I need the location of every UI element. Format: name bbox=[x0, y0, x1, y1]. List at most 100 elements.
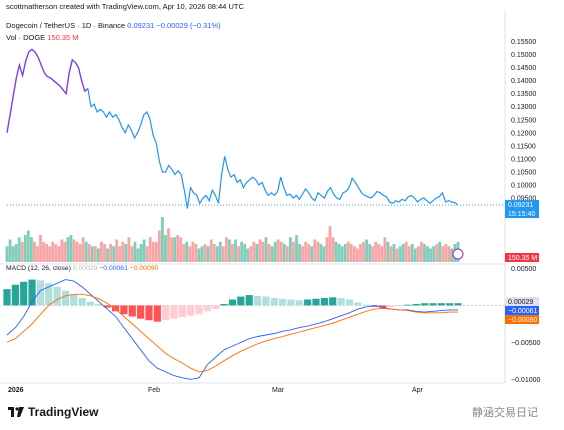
macd-histogram-bar bbox=[137, 305, 145, 319]
macd-legend: MACD (12, 26, close) 0.00029 −0.00061 −0… bbox=[6, 265, 158, 272]
volume-bar bbox=[389, 246, 393, 262]
macd-histogram-bar bbox=[61, 290, 70, 306]
macd-histogram-bar bbox=[270, 298, 278, 306]
price-axis-tick: 0.15000 bbox=[511, 52, 536, 59]
volume-bar bbox=[249, 246, 253, 262]
volume-bar bbox=[225, 237, 228, 262]
volume-bar bbox=[325, 237, 329, 262]
volume-bar bbox=[164, 235, 167, 262]
price-axis-tick: 0.09500 bbox=[511, 196, 536, 203]
volume-bar bbox=[432, 246, 436, 262]
volume-bar bbox=[84, 241, 88, 262]
macd-line-badge-text: −0.00061 bbox=[508, 308, 537, 315]
macd-histogram-bar bbox=[11, 284, 19, 306]
volume-bar bbox=[54, 244, 58, 262]
volume-bar bbox=[133, 241, 137, 262]
volume-bar bbox=[313, 239, 317, 262]
macd-axis-tick: −0.01000 bbox=[511, 377, 540, 384]
macd-histogram-bar bbox=[362, 304, 370, 306]
volume-bar bbox=[100, 241, 103, 262]
volume-bar bbox=[349, 244, 353, 262]
volume-bar bbox=[212, 244, 216, 262]
volume-bar bbox=[450, 248, 454, 262]
volume-bar bbox=[218, 241, 222, 262]
macd-histogram-bar bbox=[387, 305, 395, 307]
macd-histogram-bar bbox=[237, 296, 245, 306]
price-axis-tick: 0.13000 bbox=[511, 104, 536, 111]
macd-histogram-bar bbox=[111, 305, 120, 312]
volume-bar bbox=[279, 241, 283, 262]
volume-bar bbox=[8, 239, 12, 262]
countdown-badge-text: 15:15:40 bbox=[508, 211, 535, 218]
volume-bar bbox=[115, 239, 119, 262]
volume-bar bbox=[426, 246, 429, 262]
macd-histogram-bar bbox=[404, 304, 412, 306]
volume-bar bbox=[423, 244, 426, 262]
volume-bar bbox=[154, 241, 158, 262]
volume-bar bbox=[209, 239, 213, 262]
volume-bar bbox=[29, 237, 33, 262]
price-axis-tick: 0.14500 bbox=[511, 65, 536, 72]
volume-bar bbox=[148, 237, 152, 262]
volume-bar bbox=[258, 239, 262, 262]
price-legend: Dogecoin / TetherUS · 1D · Binance 0.092… bbox=[6, 21, 221, 30]
tv-logo-text: TradingView bbox=[28, 405, 99, 419]
macd-histogram-bar bbox=[203, 305, 212, 312]
macd-histogram-bar bbox=[354, 302, 362, 306]
last-price: 0.09231 bbox=[127, 21, 155, 30]
macd-hist-value: 0.00029 bbox=[72, 265, 98, 272]
volume-bar bbox=[72, 239, 76, 262]
macd-histogram-bar bbox=[212, 305, 220, 310]
volume-bar bbox=[33, 241, 36, 262]
price-axis-tick: 0.12500 bbox=[511, 117, 536, 124]
countdown-badge bbox=[505, 209, 539, 219]
last-price-badge bbox=[505, 200, 539, 210]
volume-bar bbox=[167, 228, 170, 262]
volume-bar bbox=[51, 241, 55, 262]
macd-histogram-bar bbox=[3, 289, 11, 306]
volume-bar bbox=[438, 241, 442, 262]
volume-bar bbox=[410, 244, 414, 262]
volume-bar bbox=[90, 246, 94, 262]
volume-bar bbox=[121, 241, 125, 262]
volume-bar bbox=[63, 241, 67, 262]
volume-bar bbox=[57, 246, 61, 262]
volume-bar bbox=[285, 246, 289, 262]
volume-bar bbox=[66, 237, 70, 262]
chart-canvas[interactable]: 0.15500 0.15000 0.14500 0.14000 0.13500 0.130… bbox=[0, 0, 564, 400]
volume-bar bbox=[14, 244, 18, 262]
macd-line-badge bbox=[505, 306, 539, 315]
macd-histogram-bar bbox=[253, 295, 262, 306]
volume-bar bbox=[246, 248, 250, 262]
volume-bar bbox=[392, 244, 396, 262]
volume-bar bbox=[359, 244, 362, 262]
volume-bar bbox=[331, 237, 335, 262]
volume-bar bbox=[374, 241, 378, 262]
volume-bar bbox=[69, 235, 73, 262]
alert-marker-icon bbox=[452, 248, 464, 260]
volume-bar bbox=[273, 241, 277, 262]
macd-histogram-bar bbox=[446, 303, 454, 306]
price-axis-tick: 0.10500 bbox=[511, 169, 536, 176]
volume-bar bbox=[365, 239, 368, 262]
volume-bar bbox=[252, 241, 256, 262]
volume-bar bbox=[264, 237, 268, 262]
volume-bar bbox=[298, 244, 301, 262]
volume-bar bbox=[136, 248, 140, 262]
macd-histogram-bar bbox=[429, 303, 437, 306]
volume-bar bbox=[292, 241, 295, 262]
volume-bar bbox=[221, 246, 225, 262]
volume-bar bbox=[118, 246, 122, 262]
price-line bbox=[87, 88, 459, 209]
volume-bar bbox=[200, 246, 204, 262]
volume-bar bbox=[267, 244, 271, 262]
macd-signal-value: −0.00090 bbox=[129, 265, 159, 272]
volume-bar bbox=[228, 239, 231, 262]
volume-bar bbox=[368, 244, 372, 262]
tradingview-logo: TradingView bbox=[8, 405, 98, 419]
volume-bar bbox=[87, 244, 91, 262]
macd-histogram-bar bbox=[187, 305, 195, 316]
volume-bar bbox=[142, 239, 146, 262]
macd-histogram-bar bbox=[412, 303, 420, 306]
volume-bar bbox=[356, 248, 359, 262]
